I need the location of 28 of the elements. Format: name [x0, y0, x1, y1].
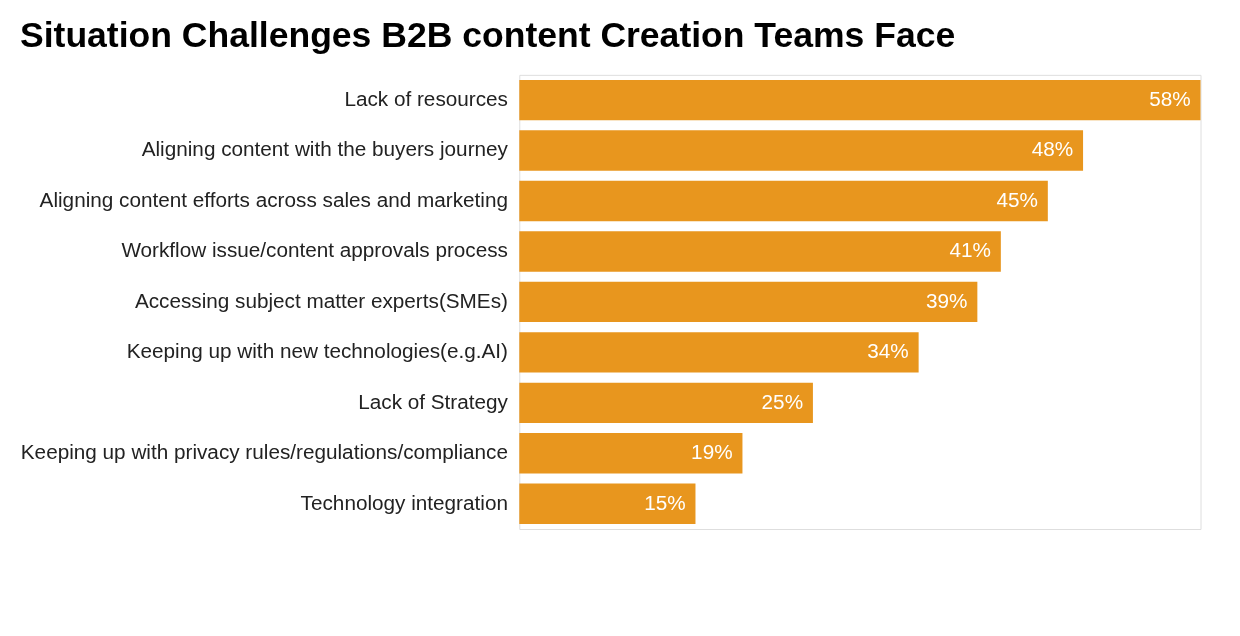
- data-label: 19%: [691, 440, 733, 464]
- y-tick-label: Aligning content efforts across sales and marketing: [39, 187, 508, 211]
- bar: [519, 79, 1201, 121]
- bar: [519, 231, 1001, 272]
- data-label: 25%: [761, 389, 804, 413]
- bar: [519, 382, 813, 424]
- data-label: 34%: [867, 339, 909, 363]
- y-tick-label: Keeping up with new technologies(e.g.AI): [126, 339, 508, 363]
- bar: [519, 332, 919, 373]
- chart-title: Situation Challenges B2B content Creation Teams Face: [19, 15, 956, 56]
- bar: [519, 180, 1048, 222]
- y-tick-label: Aligning content with the buyers journey: [141, 137, 509, 161]
- bar: [519, 433, 743, 474]
- bar: [519, 483, 696, 524]
- data-label: 45%: [996, 187, 1038, 211]
- y-tick-label: Lack of resources: [344, 87, 508, 111]
- data-label: 15%: [644, 490, 686, 514]
- data-label: 48%: [1031, 137, 1074, 161]
- y-tick-label: Workflow issue/content approvals process: [121, 238, 508, 262]
- bar: [519, 130, 1084, 171]
- y-tick-label: Lack of Strategy: [358, 389, 509, 413]
- bar: [519, 281, 978, 323]
- data-label: 41%: [949, 238, 991, 262]
- y-tick-label: Accessing subject matter experts(SMEs): [134, 288, 508, 312]
- data-label: 39%: [926, 288, 968, 312]
- y-tick-label: Technology integration: [300, 490, 508, 514]
- data-label: 58%: [1149, 87, 1191, 111]
- y-tick-label: Keeping up with privacy rules/regulations/compliance: [20, 440, 508, 464]
